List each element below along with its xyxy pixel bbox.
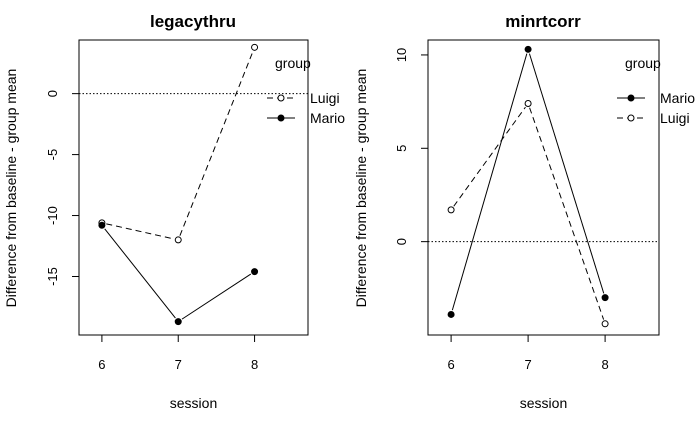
panel-0: legacythru 6 7 8 0 -5 -10 -15 session Difference …: [3, 12, 345, 411]
series-mario-segment: [528, 53, 605, 294]
legend-swatch-marker: [277, 114, 285, 122]
series-luigi-point: [251, 43, 259, 51]
legend-entry: Luigi: [660, 110, 690, 126]
legend-swatch-marker: [277, 94, 285, 102]
y-axis-label: Difference from baseline - group mean: [3, 69, 19, 308]
series-mario-point: [447, 310, 455, 318]
plot-frame: [427, 39, 660, 336]
legend-title: group: [275, 55, 311, 71]
series-mario-point: [98, 221, 106, 229]
x-tick-label: 8: [251, 357, 258, 372]
legend-entry: Mario: [660, 90, 695, 106]
series-luigi-point: [601, 320, 609, 328]
series-mario-segment: [451, 53, 528, 311]
y-tick-label: 0: [394, 238, 409, 245]
x-tick-label: 7: [524, 357, 531, 372]
series-luigi-point: [447, 206, 455, 214]
series-mario-point: [601, 294, 609, 302]
x-axis-label: session: [170, 395, 217, 411]
chart-title: legacythru: [150, 12, 236, 31]
y-tick-label: 5: [394, 145, 409, 152]
x-axis-label: session: [520, 395, 567, 411]
y-tick-label: -10: [45, 206, 60, 225]
y-tick-label: -15: [45, 267, 60, 286]
series-luigi-point: [174, 236, 182, 244]
series-mario-point: [251, 268, 259, 276]
series-mario-segment: [181, 273, 252, 320]
y-axis-label: Difference from baseline - group mean: [353, 69, 369, 308]
y-tick-label: -5: [45, 149, 60, 161]
legend-title: group: [625, 55, 661, 71]
panel-1: minrtcorr 6 7 8 0 5 10 session Difference from b…: [353, 12, 695, 411]
x-tick-label: 6: [98, 357, 105, 372]
legend-entry: Mario: [310, 110, 345, 126]
series-mario-point: [524, 45, 532, 53]
series-mario-segment: [104, 228, 176, 319]
x-tick-label: 8: [601, 357, 608, 372]
series-luigi-segment: [106, 223, 174, 240]
legend-swatch-marker: [627, 114, 635, 122]
chart-title: minrtcorr: [505, 12, 581, 31]
y-tick-label: 0: [45, 90, 60, 97]
series-luigi-segment: [529, 107, 605, 320]
series-mario-point: [174, 318, 182, 326]
legend-entry: Luigi: [310, 90, 340, 106]
series-luigi-point: [524, 99, 532, 107]
y-tick-label: 10: [394, 48, 409, 62]
x-tick-label: 6: [447, 357, 454, 372]
x-tick-label: 7: [175, 357, 182, 372]
legend-swatch-marker: [627, 94, 635, 102]
plot-frame: [78, 39, 309, 336]
series-luigi-segment: [179, 51, 254, 236]
series-luigi-segment: [453, 106, 526, 207]
